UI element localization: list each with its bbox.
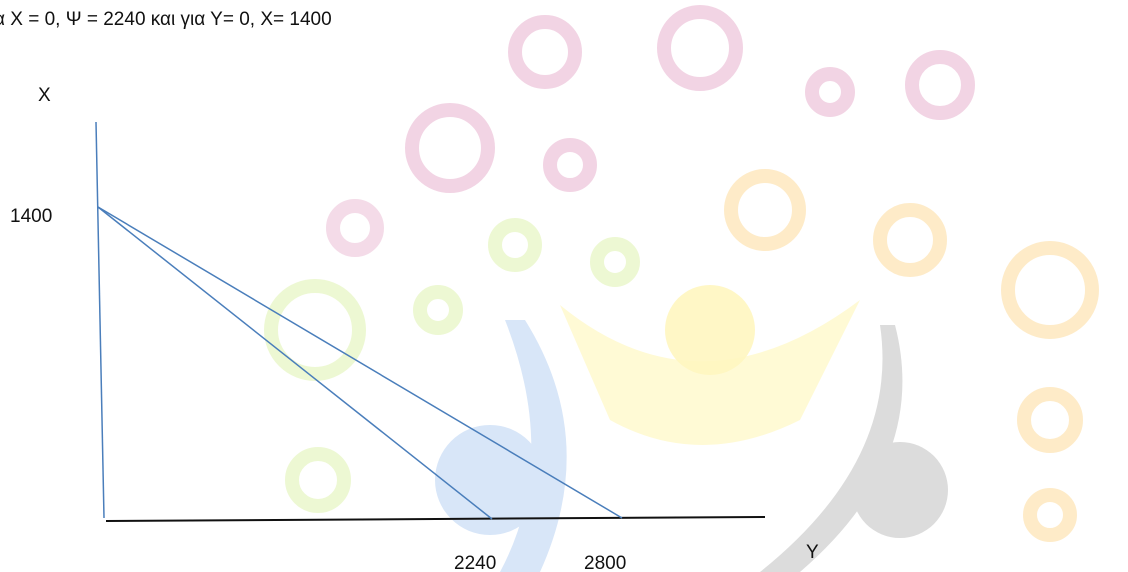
header-text: α Χ = 0, Ψ = 2240 και για Υ= 0, Χ= 1400: [0, 9, 332, 30]
intercept-label: 2240: [454, 553, 496, 572]
intercept-label: 2800: [584, 553, 626, 572]
vertical-axis-label: X: [38, 85, 51, 106]
watermark: [264, 5, 1099, 542]
watermark-figure: [435, 285, 948, 572]
budget-line: [97, 206, 623, 519]
vertical-axis: [95, 121, 105, 519]
intercept-label: 1400: [10, 206, 52, 227]
horizontal-axis-label: Y: [806, 542, 819, 563]
horizontal-axis: [105, 516, 766, 522]
budget-line: [97, 206, 493, 520]
